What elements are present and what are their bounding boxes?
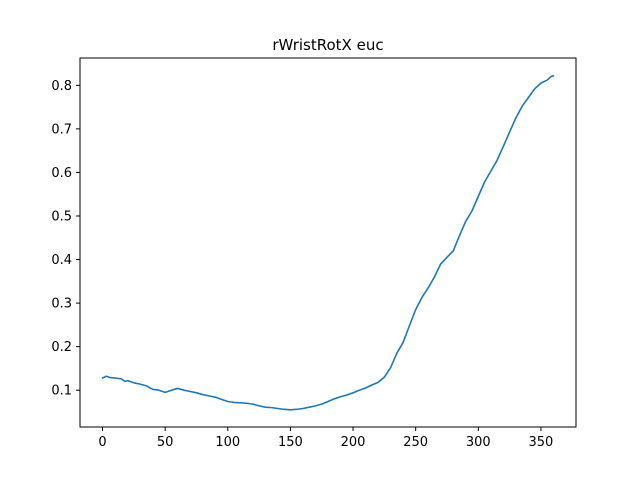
x-axis: 0 50 100 150 200 250 300 350 — [98, 427, 553, 450]
x-tick-label: 250 — [403, 435, 428, 450]
x-tick-label: 100 — [215, 435, 240, 450]
y-tick-label: 0.2 — [51, 340, 72, 355]
y-axis: 0.1 0.2 0.3 0.4 0.5 0.6 0.7 0.8 — [51, 79, 80, 399]
plot-content — [101, 74, 555, 411]
y-tick-label: 0.8 — [51, 79, 72, 94]
y-tick-label: 0.5 — [51, 209, 72, 224]
x-tick-label: 150 — [278, 435, 303, 450]
y-tick-label: 0.3 — [51, 297, 72, 312]
y-tick-label: 0.1 — [51, 384, 72, 399]
chart-title: rWristRotX euc — [272, 36, 383, 54]
y-tick-label: 0.6 — [51, 166, 72, 181]
x-tick-label: 300 — [466, 435, 491, 450]
y-tick-label: 0.7 — [51, 122, 72, 137]
axes-frame — [79, 57, 577, 428]
x-tick-label: 0 — [98, 435, 106, 450]
series-line — [101, 74, 555, 411]
y-tick-label: 0.4 — [51, 253, 72, 268]
x-tick-label: 200 — [341, 435, 366, 450]
x-tick-label: 50 — [157, 435, 174, 450]
x-tick-label: 350 — [529, 435, 554, 450]
